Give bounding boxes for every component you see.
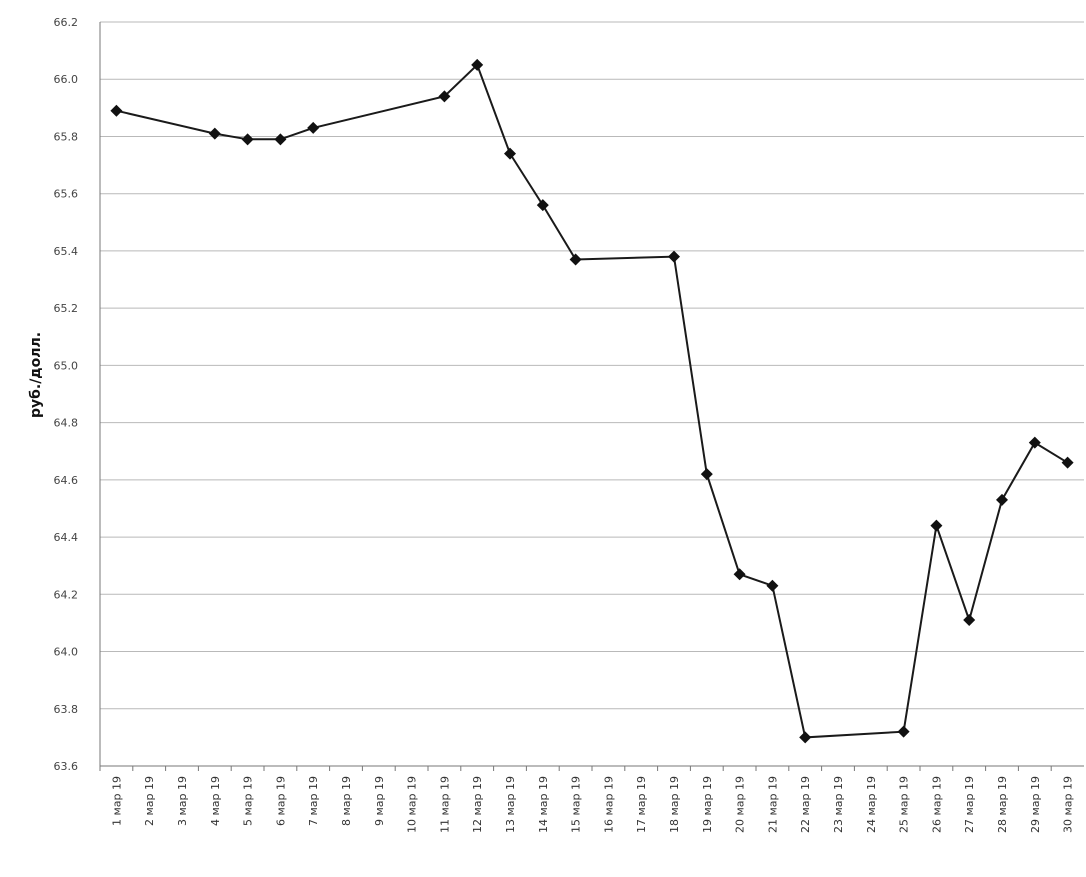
series-line (116, 63, 1069, 739)
x-tick-label: 20 мар 19 (734, 776, 747, 833)
x-tick-label: 9 мар 19 (373, 776, 386, 826)
x-tick-label: 14 мар 19 (537, 776, 550, 833)
data-point-marker (471, 58, 484, 71)
data-point-marker (569, 253, 582, 266)
x-tick-label: 30 мар 19 (1062, 776, 1075, 833)
y-tick-label: 64.6 (54, 474, 79, 487)
y-tick-label: 64.4 (54, 531, 79, 544)
x-tick-label: 5 мар 19 (242, 776, 255, 826)
y-tick-label: 65.4 (54, 245, 79, 258)
x-tick-label: 7 мар 19 (307, 776, 320, 826)
x-tick-label: 21 мар 19 (766, 776, 779, 833)
data-point-marker (799, 731, 812, 744)
data-point-marker (504, 147, 516, 160)
x-tick-label: 2 мар 19 (143, 776, 156, 826)
x-tick-label: 17 мар 19 (635, 776, 648, 833)
y-tick-label: 66.2 (54, 16, 79, 29)
data-point-marker (536, 199, 549, 212)
x-tick-label: 8 мар 19 (340, 776, 353, 826)
data-point-marker (700, 468, 713, 481)
y-tick-label: 64.8 (54, 417, 79, 430)
y-tick-label: 66.0 (54, 73, 79, 86)
x-tick-label: 27 мар 19 (963, 776, 976, 833)
data-point-marker (897, 725, 910, 738)
y-tick-label: 63.8 (54, 703, 79, 716)
x-tick-label: 13 мар 19 (504, 776, 517, 833)
gridlines (99, 21, 1084, 767)
data-point-marker (766, 579, 779, 592)
x-tick-label: 15 мар 19 (570, 776, 583, 833)
y-tick-label: 65.6 (54, 188, 79, 201)
y-tick-label: 65.2 (54, 302, 79, 315)
x-tick-labels: 1 мар 19 2 мар 19 3 мар 19 4 мар 19 5 мар 19… (99, 766, 1075, 833)
x-tick-label: 6 мар 19 (274, 776, 287, 826)
data-point-marker (963, 614, 976, 627)
x-tick-label: 10 мар 19 (406, 776, 419, 833)
data-point-marker (1028, 436, 1041, 449)
y-tick-label: 65.8 (54, 130, 79, 143)
data-point-marker (241, 133, 254, 146)
x-tick-label: 25 мар 19 (898, 776, 911, 833)
y-tick-label: 63.6 (54, 760, 79, 773)
y-tick-labels: 63.6 63.8 64.0 64.2 64.4 64.6 64.8 65.0 65.2 65.4… (54, 16, 79, 773)
x-tick-label: 16 мар 19 (602, 776, 615, 833)
x-tick-label: 11 мар 19 (438, 776, 451, 833)
x-tick-label: 24 мар 19 (865, 776, 878, 833)
x-tick-label: 18 мар 19 (668, 776, 681, 833)
x-tick-label: 29 мар 19 (1029, 776, 1042, 833)
data-point-marker (668, 250, 680, 263)
data-point-marker (996, 493, 1008, 506)
y-axis-label: руб./долл. (28, 332, 44, 418)
data-point-marker (438, 90, 451, 103)
data-point-marker (307, 121, 320, 134)
data-point-marker (1061, 456, 1074, 469)
y-tick-label: 65.0 (54, 359, 79, 372)
y-tick-label: 64.0 (54, 646, 79, 659)
data-point-marker (274, 133, 287, 146)
series-markers (110, 58, 1074, 744)
x-tick-label: 3 мар 19 (176, 776, 189, 826)
x-tick-label: 1 мар 19 (110, 776, 123, 826)
data-point-marker (110, 104, 123, 117)
y-tick-label: 64.2 (54, 588, 79, 601)
series-line-path (116, 63, 1069, 739)
data-point-marker (733, 568, 746, 581)
data-point-marker (930, 519, 943, 532)
x-tick-label: 12 мар 19 (471, 776, 484, 833)
data-point-marker (208, 127, 221, 140)
x-tick-label: 23 мар 19 (832, 776, 845, 833)
x-tick-label: 28 мар 19 (996, 776, 1009, 833)
x-tick-label: 22 мар 19 (799, 776, 812, 833)
x-tick-label: 4 мар 19 (209, 776, 222, 826)
x-tick-label: 19 мар 19 (701, 776, 714, 833)
x-tick-label: 26 мар 19 (930, 776, 943, 833)
